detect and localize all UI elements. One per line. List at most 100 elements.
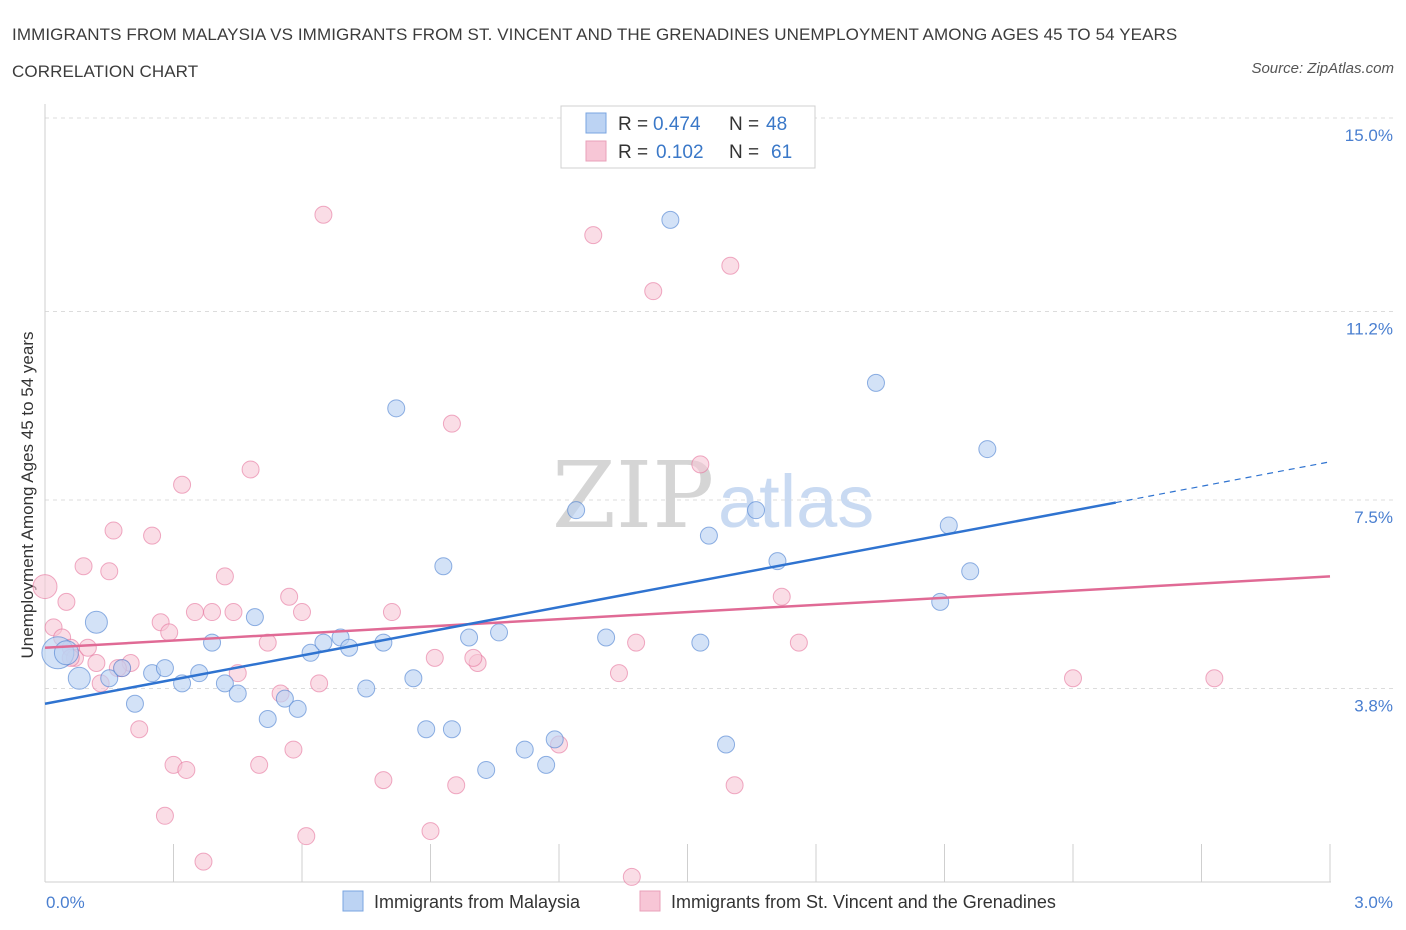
data-point-malaysia	[417, 720, 436, 739]
series-name-malaysia: Immigrants from Malaysia	[374, 892, 581, 912]
data-point-malaysia	[699, 526, 718, 545]
data-point-st-vincent	[425, 648, 444, 667]
data-point-st-vincent	[447, 776, 466, 795]
data-point-st-vincent	[382, 603, 401, 622]
data-point-malaysia	[258, 710, 277, 729]
watermark-zip: ZIP	[552, 442, 714, 549]
data-point-st-vincent	[584, 226, 603, 245]
gridlines	[45, 117, 1395, 689]
data-point-st-vincent	[627, 633, 646, 652]
y-tick-label: 3.8%	[1354, 696, 1393, 715]
legend-swatch-blue	[585, 112, 607, 134]
data-point-malaysia	[357, 679, 376, 698]
data-point-st-vincent	[215, 567, 234, 586]
data-point-st-vincent	[203, 603, 222, 622]
series-legend: Immigrants from Malaysia Immigrants from…	[342, 890, 1056, 912]
y-tick-labels: 3.8% 7.5% 11.2% 15.0%	[1345, 126, 1393, 715]
series-swatch-pink	[639, 890, 661, 912]
data-point-st-vincent	[293, 603, 311, 622]
data-point-st-vincent	[772, 587, 791, 606]
data-point-malaysia	[434, 557, 453, 576]
axes	[44, 104, 1331, 883]
source-credit: Source: ZipAtlas.com	[1251, 60, 1394, 77]
legend-n-label-1: N =	[729, 114, 759, 135]
y-tick-label: 7.5%	[1354, 508, 1393, 527]
data-point-malaysia	[67, 666, 91, 690]
data-point-st-vincent	[130, 720, 149, 739]
data-point-malaysia	[866, 373, 885, 392]
data-point-malaysia	[404, 669, 423, 688]
data-point-st-vincent	[155, 806, 174, 825]
data-point-st-vincent	[442, 414, 461, 433]
data-point-malaysia	[125, 694, 144, 713]
watermark: ZIP atlas	[552, 442, 874, 549]
data-point-malaysia	[288, 699, 307, 718]
data-point-malaysia	[215, 674, 234, 693]
legend-n-label-2: N =	[729, 142, 759, 163]
data-point-malaysia	[113, 659, 132, 678]
chart-title: IMMIGRANTS FROM MALAYSIA VS IMMIGRANTS F…	[12, 25, 1178, 81]
data-point-st-vincent	[644, 282, 663, 301]
data-point-st-vincent	[32, 574, 58, 600]
watermark-atlas: atlas	[718, 460, 874, 543]
data-point-malaysia	[515, 740, 534, 759]
data-point-st-vincent	[314, 205, 333, 224]
data-point-malaysia	[374, 633, 393, 652]
data-point-st-vincent	[1064, 669, 1082, 688]
data-point-st-vincent	[194, 852, 213, 871]
data-point-st-vincent	[57, 592, 76, 611]
data-point-malaysia	[477, 760, 496, 779]
data-point-malaysia	[442, 720, 461, 739]
data-point-st-vincent	[241, 460, 260, 479]
data-point-st-vincent	[725, 776, 744, 795]
y-tick-label: 11.2%	[1346, 320, 1393, 339]
data-point-malaysia	[84, 610, 108, 634]
data-point-st-vincent	[421, 822, 440, 841]
data-point-st-vincent	[177, 760, 196, 779]
trend-line-malaysia	[44, 501, 1117, 705]
data-point-st-vincent	[173, 475, 192, 494]
data-point-malaysia	[100, 669, 119, 688]
trend-line-st-vincent	[44, 575, 1331, 649]
y-tick-label: 15.0%	[1345, 126, 1393, 145]
data-point-malaysia	[747, 501, 766, 520]
legend-r-value-2: 0.102	[656, 142, 704, 163]
data-point-malaysia	[228, 684, 247, 703]
data-point-st-vincent	[622, 867, 641, 886]
legend-r-value-1: 0.474	[653, 114, 701, 135]
data-point-st-vincent	[250, 755, 269, 774]
data-point-st-vincent	[160, 623, 179, 642]
data-point-st-vincent	[374, 771, 393, 790]
legend-r-label-2: R =	[618, 142, 648, 163]
data-point-malaysia	[978, 440, 997, 459]
data-point-st-vincent	[609, 664, 628, 683]
data-point-malaysia	[53, 640, 79, 666]
data-point-st-vincent	[185, 603, 204, 622]
data-point-malaysia	[490, 623, 509, 642]
data-point-malaysia	[597, 628, 616, 647]
data-point-malaysia	[931, 592, 950, 611]
data-point-malaysia	[387, 399, 406, 418]
correlation-legend: R = 0.474 N = 48 R = 0.102 N = 61	[560, 105, 816, 169]
data-point-st-vincent	[87, 653, 106, 672]
legend-n-value-2: 61	[771, 142, 792, 163]
trend-lines	[44, 461, 1331, 705]
data-point-st-vincent	[1205, 669, 1224, 688]
data-point-malaysia	[939, 516, 958, 535]
x-tick-labels: 0.0% 3.0%	[46, 893, 1393, 912]
data-point-st-vincent	[74, 557, 93, 576]
data-point-malaysia	[545, 730, 564, 749]
data-point-malaysia	[275, 689, 294, 708]
data-point-malaysia	[537, 755, 556, 774]
data-point-st-vincent	[100, 562, 119, 581]
data-point-malaysia	[155, 659, 174, 678]
data-point-malaysia	[460, 628, 479, 647]
data-point-malaysia	[245, 608, 264, 627]
data-point-st-vincent	[691, 455, 710, 474]
data-point-st-vincent	[721, 256, 740, 275]
data-point-st-vincent	[297, 827, 316, 846]
data-point-malaysia	[661, 210, 680, 229]
series-name-st-vincent: Immigrants from St. Vincent and the Gren…	[671, 892, 1056, 912]
legend-swatch-pink	[585, 140, 607, 162]
data-point-st-vincent	[310, 674, 329, 693]
